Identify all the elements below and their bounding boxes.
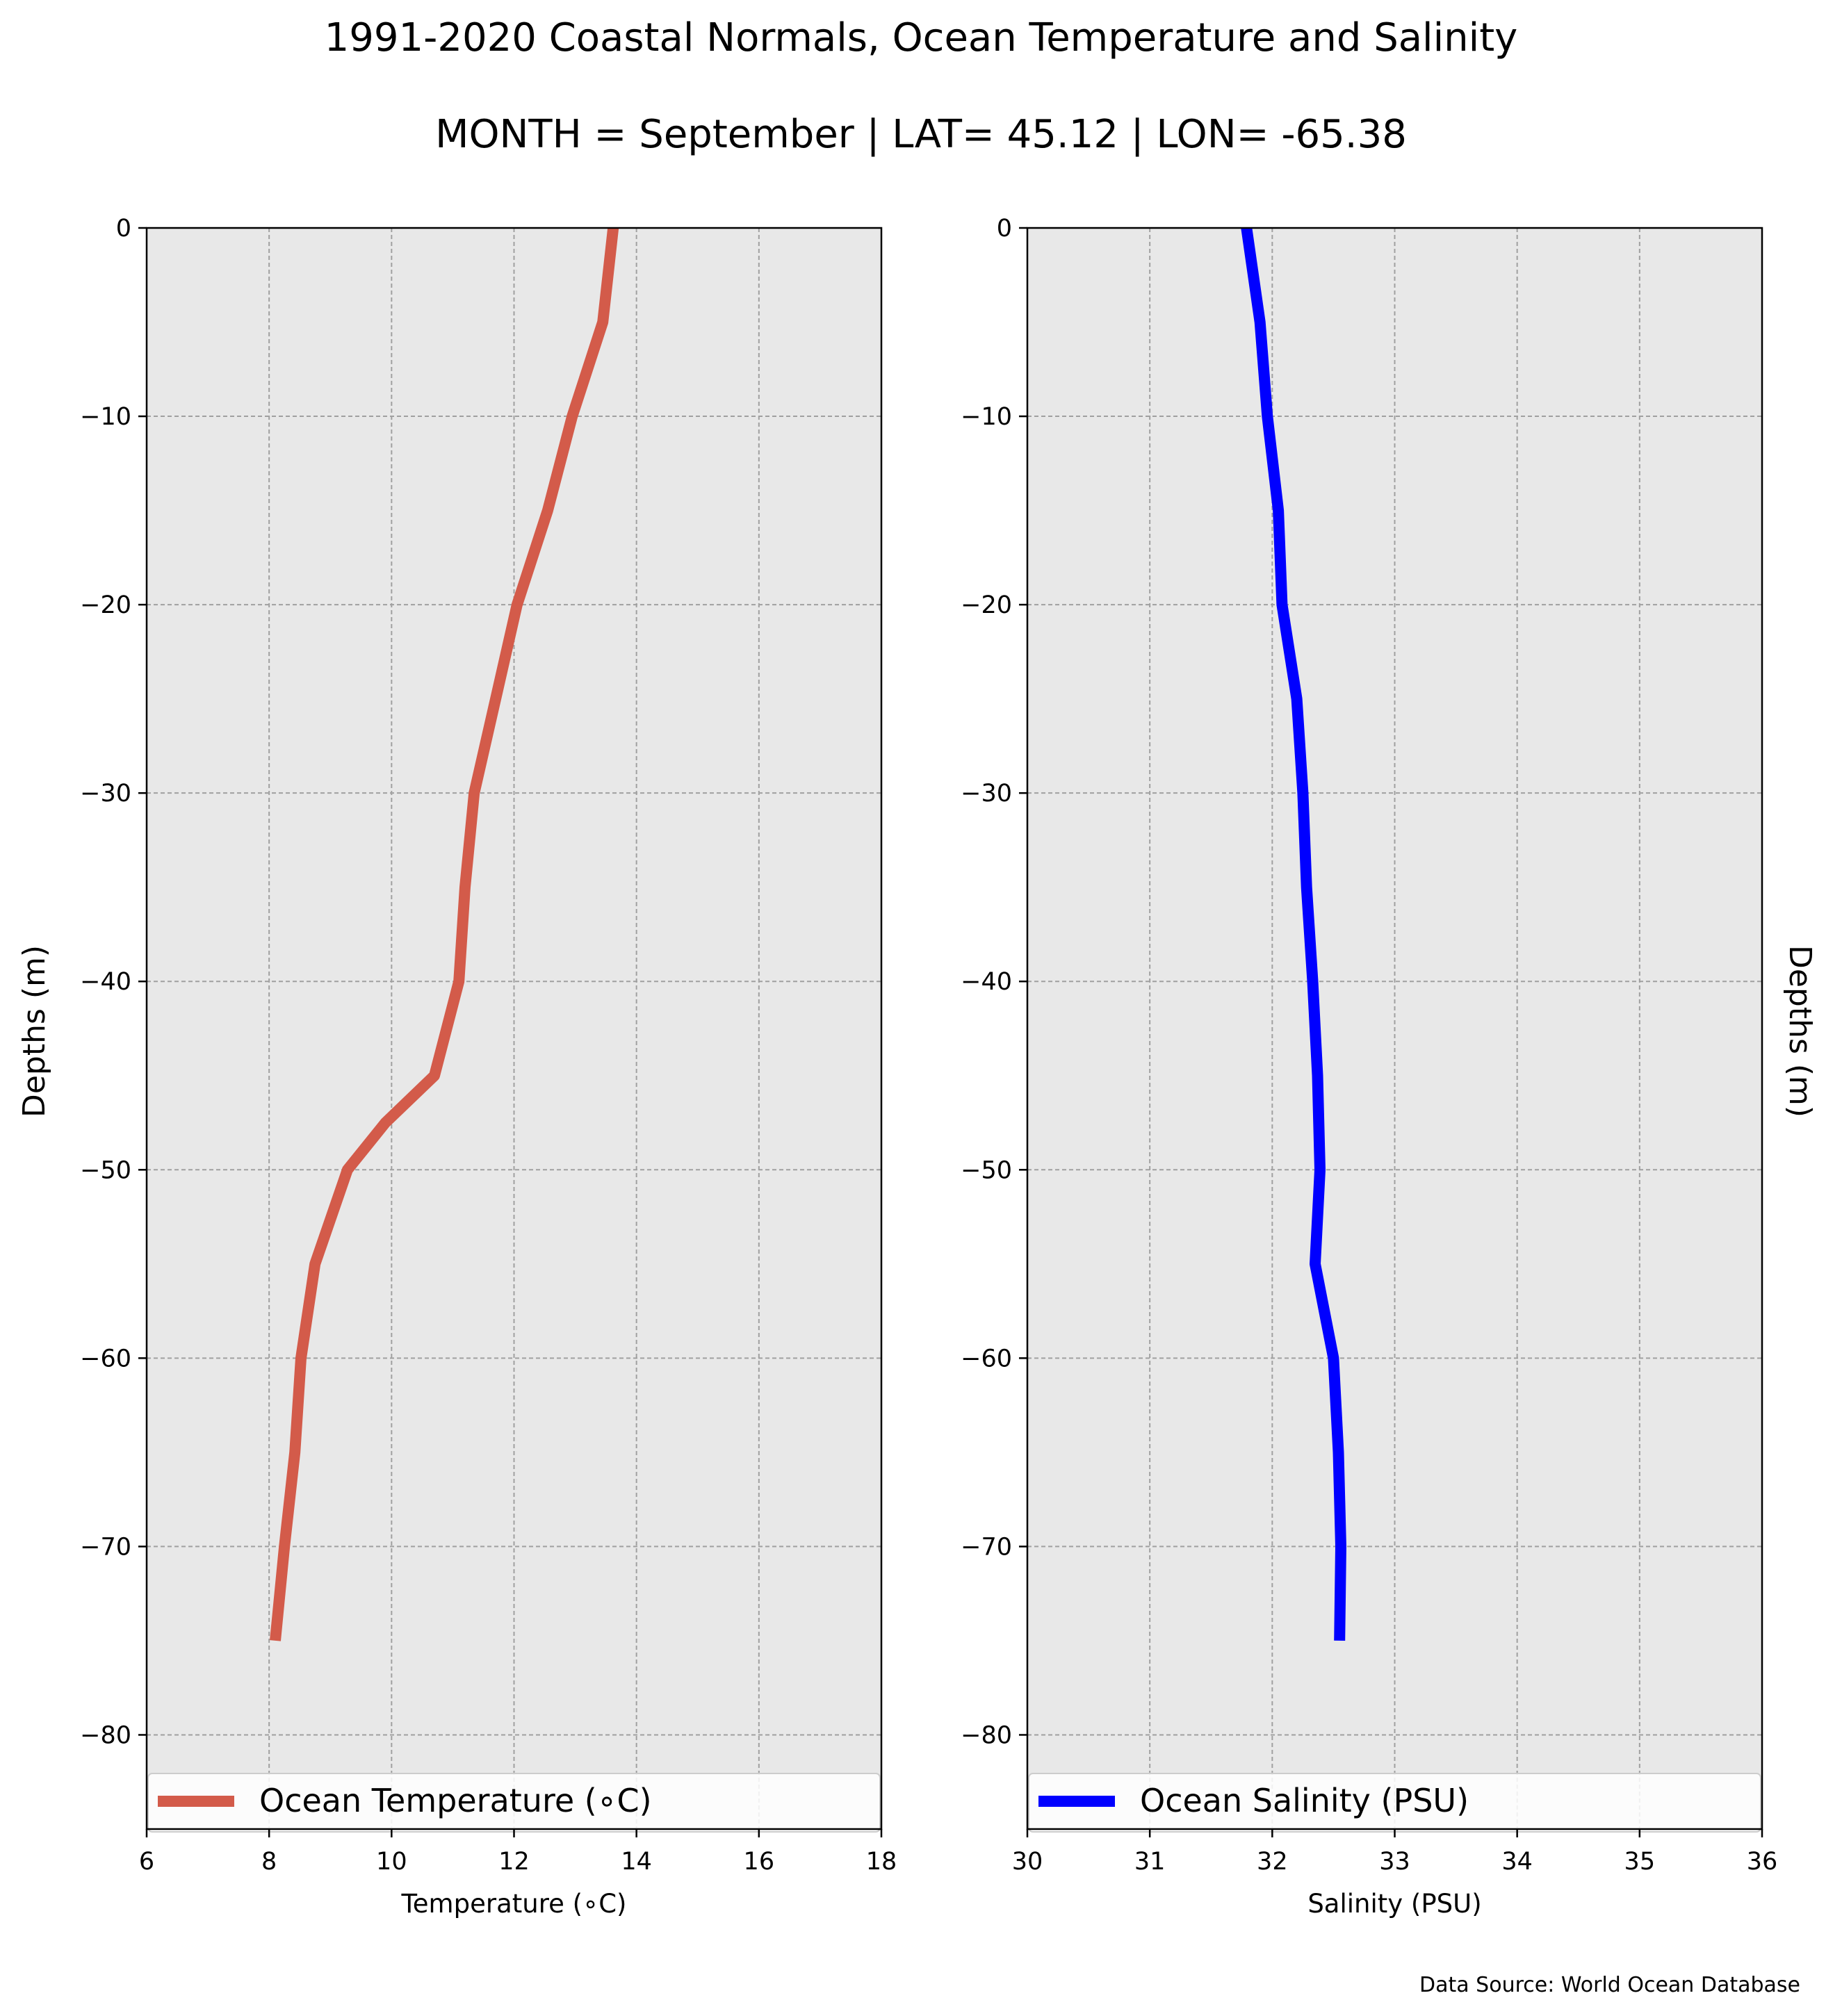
- y-tick-label: −60: [961, 1345, 1012, 1372]
- x-tick-label: 33: [1379, 1848, 1410, 1876]
- y-tick-label: −30: [961, 780, 1012, 808]
- y-tick-label: −10: [80, 403, 131, 431]
- x-tick-label: 16: [744, 1848, 775, 1876]
- series-line: [270, 227, 619, 1641]
- y-tick-label: −20: [80, 591, 131, 619]
- x-tick-label: 32: [1257, 1848, 1288, 1876]
- y-tick-label: −50: [961, 1156, 1012, 1184]
- x-tick-label: 10: [376, 1848, 407, 1876]
- x-tick-label: 35: [1624, 1848, 1656, 1876]
- temperature-panel: Ocean Temperature (∘C) 6 8 10 12 14 16 18 0 −10 −2…: [80, 215, 897, 1919]
- legend: Ocean Salinity (PSU): [1028, 1773, 1761, 1833]
- right-y-axis-label: Depths (m): [1782, 945, 1818, 1117]
- x-tick-label: 31: [1134, 1848, 1166, 1876]
- legend-label: Ocean Salinity (PSU): [1140, 1782, 1469, 1819]
- y-tick-label: −20: [961, 591, 1012, 619]
- x-tick-label: 14: [621, 1848, 652, 1876]
- y-tick-label: −40: [80, 968, 131, 996]
- x-tick-label: 36: [1747, 1848, 1778, 1876]
- salinity-panel: Ocean Salinity (PSU) 30 31 32 33 34 35 36 0 −10 −2…: [961, 215, 1777, 1919]
- data-source-note: Data Source: World Ocean Database: [1419, 1973, 1800, 1997]
- y-tick-label: −50: [80, 1156, 131, 1184]
- x-tick-label: 6: [139, 1848, 154, 1876]
- y-tick-label: −80: [80, 1721, 131, 1749]
- legend-label: Ocean Temperature (∘C): [259, 1782, 652, 1819]
- y-tick-label: −70: [80, 1533, 131, 1561]
- x-axis-label: Temperature (∘C): [400, 1889, 626, 1919]
- series-line: [1241, 227, 1346, 1641]
- x-tick-label: 30: [1012, 1848, 1043, 1876]
- y-tick-label: −40: [961, 968, 1012, 996]
- x-axis-label: Salinity (PSU): [1307, 1889, 1481, 1919]
- y-tick-label: 0: [997, 215, 1012, 243]
- chart-subtitle: MONTH = September | LAT= 45.12 | LON= -6…: [435, 112, 1407, 157]
- y-tick-label: −60: [80, 1345, 131, 1372]
- legend: Ocean Temperature (∘C): [147, 1773, 881, 1833]
- y-tick-label: −80: [961, 1721, 1012, 1749]
- y-tick-label: −10: [961, 403, 1012, 431]
- x-tick-label: 18: [866, 1848, 897, 1876]
- x-tick-label: 34: [1501, 1848, 1533, 1876]
- left-y-axis-label: Depths (m): [17, 945, 52, 1117]
- y-tick-label: −70: [961, 1533, 1012, 1561]
- y-tick-label: −30: [80, 780, 131, 808]
- chart-title: 1991-2020 Coastal Normals, Ocean Tempera…: [325, 15, 1518, 60]
- x-tick-label: 12: [498, 1848, 530, 1876]
- x-tick-label: 8: [261, 1848, 277, 1876]
- y-tick-label: 0: [116, 215, 131, 243]
